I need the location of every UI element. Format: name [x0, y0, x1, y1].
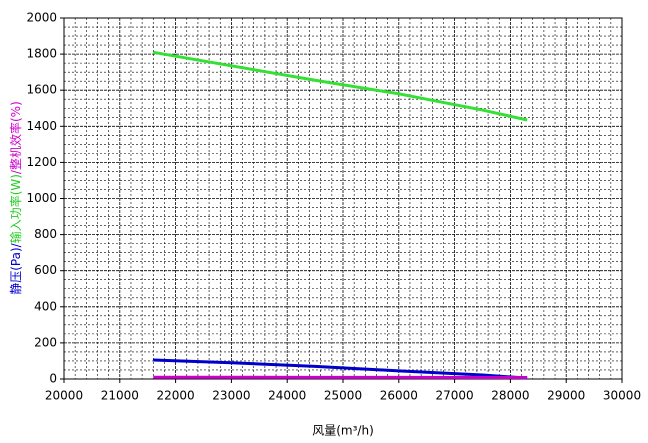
x-tick-label: 22000 — [157, 389, 195, 403]
y-tick-label: 600 — [34, 263, 57, 277]
y-tick-label: 200 — [34, 335, 57, 349]
x-tick-label: 27000 — [436, 389, 474, 403]
y-tick-label: 2000 — [26, 11, 57, 25]
x-tick-label: 25000 — [324, 389, 362, 403]
series-line — [153, 358, 528, 380]
x-axis-title: 风量(m³/h) — [312, 424, 374, 438]
y-tick-label: 1800 — [26, 47, 57, 61]
y-tick-label: 0 — [49, 372, 57, 386]
y-axis-title-part: 输入功率(W) — [8, 174, 23, 243]
y-tick-label: 1000 — [26, 191, 57, 205]
x-tick-label: 20000 — [45, 389, 83, 403]
y-tick-label: 400 — [34, 299, 57, 313]
y-tick-label: 800 — [34, 227, 57, 241]
x-tick-label: 30000 — [603, 389, 641, 403]
series-line — [153, 50, 528, 122]
y-tick-label: 1400 — [26, 119, 57, 133]
x-tick-label: 28000 — [491, 389, 529, 403]
y-axis-title: 静压(Pa)/输入功率(W)/整机效率(%) — [8, 101, 23, 295]
y-tick-label: 1200 — [26, 155, 57, 169]
y-axis-title-part: 静压(Pa)/ — [9, 242, 23, 294]
y-tick-label: 1600 — [26, 83, 57, 97]
y-axis-title-part: /整机效率(%) — [8, 101, 23, 174]
x-tick-label: 23000 — [212, 389, 250, 403]
x-tick-label: 29000 — [547, 389, 585, 403]
x-tick-label: 26000 — [380, 389, 418, 403]
plot-frame — [63, 17, 623, 380]
x-tick-label: 24000 — [268, 389, 306, 403]
x-tick-label: 21000 — [101, 389, 139, 403]
